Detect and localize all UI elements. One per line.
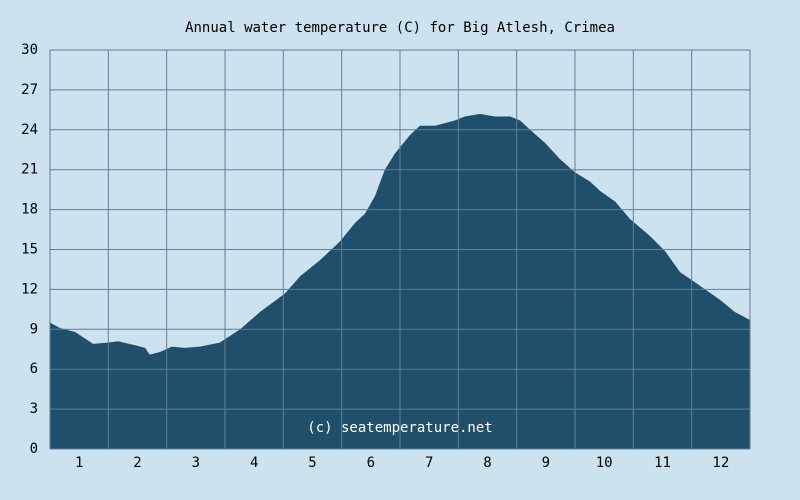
y-tick-label: 24 xyxy=(21,122,38,138)
y-tick-label: 15 xyxy=(21,242,38,258)
x-tick-label: 6 xyxy=(367,455,375,471)
y-tick-label: 12 xyxy=(21,281,38,297)
y-tick-label: 27 xyxy=(21,82,38,98)
x-tick-label: 8 xyxy=(483,455,491,471)
x-tick-label: 12 xyxy=(712,455,729,471)
chart-title: Annual water temperature (C) for Big Atl… xyxy=(185,20,615,36)
x-tick-label: 9 xyxy=(542,455,550,471)
x-tick-label: 11 xyxy=(654,455,671,471)
x-tick-label: 5 xyxy=(308,455,316,471)
y-tick-label: 21 xyxy=(21,162,38,178)
y-tick-label: 0 xyxy=(30,441,38,457)
x-tick-label: 10 xyxy=(596,455,613,471)
y-tick-label: 18 xyxy=(21,202,38,218)
x-tick-label: 1 xyxy=(75,455,83,471)
y-tick-label: 9 xyxy=(30,321,38,337)
watermark: (c) seatemperature.net xyxy=(307,420,492,436)
y-tick-label: 3 xyxy=(30,401,38,417)
y-tick-label: 30 xyxy=(21,42,38,58)
plot-border xyxy=(49,49,751,450)
x-tick-label: 2 xyxy=(133,455,141,471)
x-tick-label: 3 xyxy=(192,455,200,471)
y-tick-label: 6 xyxy=(30,361,38,377)
x-tick-label: 4 xyxy=(250,455,258,471)
x-tick-label: 7 xyxy=(425,455,433,471)
